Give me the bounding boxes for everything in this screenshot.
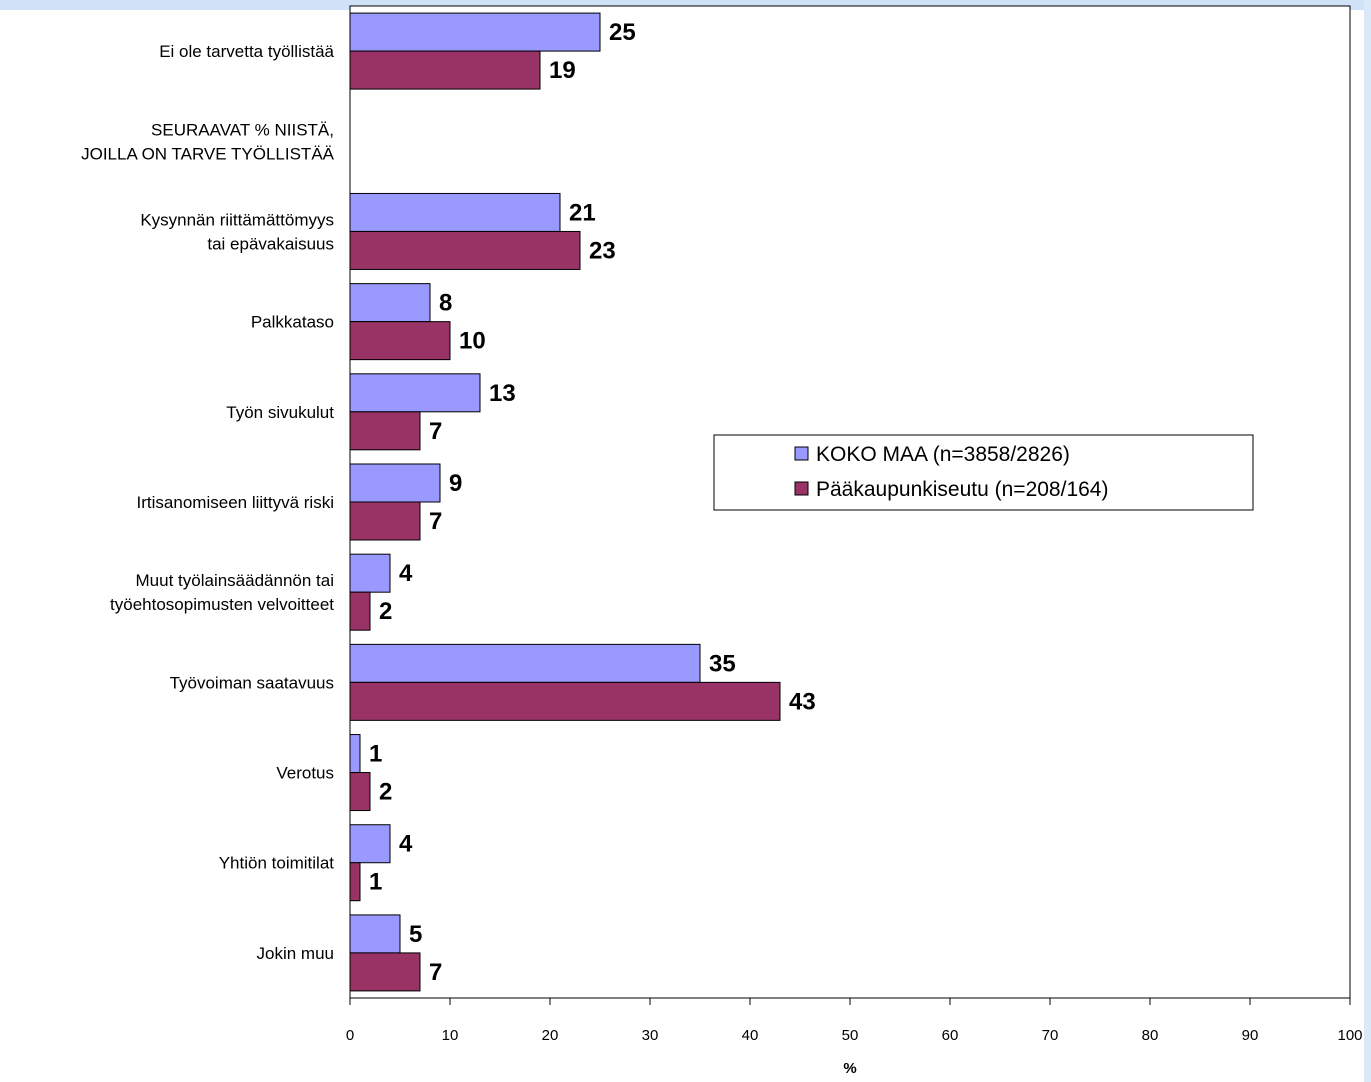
category-label: SEURAAVAT % NIISTÄ, [151,120,334,139]
data-label-series-2: 7 [429,959,442,986]
data-label-series-1: 21 [569,199,596,226]
category-label: Yhtiön toimitilat [219,854,335,873]
bar-series-2 [349,862,361,902]
x-tick-label: 100 [1337,1027,1362,1044]
data-label-series-2: 19 [549,57,576,84]
bar-series-1 [349,734,361,774]
x-tick-label: 50 [842,1027,859,1044]
top-edge-gradient [0,0,1371,10]
x-tick-label: 90 [1242,1027,1259,1044]
x-tick-label: 80 [1142,1027,1159,1044]
right-edge-bar [1364,0,1371,1082]
bar-series-2 [349,772,371,812]
category-label: Verotus [276,764,334,783]
category-label: Työn sivukulut [226,403,334,422]
category-label: Palkkataso [251,313,334,332]
data-label-series-1: 25 [609,19,636,46]
data-label-series-1: 9 [449,470,462,497]
bar-series-2 [349,501,421,541]
x-tick-label: 40 [742,1027,759,1044]
data-label-series-1: 13 [489,380,516,407]
legend-label-series-2: Pääkaupunkiseutu (n=208/164) [816,478,1108,501]
bar-series-1 [349,914,401,954]
bar-series-2 [349,952,421,992]
x-tick-label: 20 [542,1027,559,1044]
bar-series-1 [349,824,391,864]
data-label-series-2: 7 [429,418,442,445]
data-label-series-1: 4 [399,831,413,858]
data-label-series-2: 23 [589,237,616,264]
legend-swatch-series-1 [794,446,809,461]
x-axis-ticks: 0 10 20 30 40 50 60 70 80 90 100 [346,998,1363,1044]
x-tick-label: 0 [346,1027,354,1044]
data-label-series-1: 35 [709,650,736,677]
x-tick-label: 60 [942,1027,959,1044]
bar-series-1 [349,373,481,413]
x-tick-label: 70 [1042,1027,1059,1044]
category-label: työehtosopimusten velvoitteet [110,595,334,614]
legend-label-series-1: KOKO MAA (n=3858/2826) [816,443,1070,466]
category-label: tai epävakaisuus [207,234,334,253]
data-label-series-1: 4 [399,560,413,587]
bar-series-1 [349,643,701,683]
category-label: Ei ole tarvetta työllistää [159,42,334,61]
bar-series-1 [349,283,431,323]
data-label-series-1: 1 [369,741,382,768]
category-label: Jokin muu [257,944,334,963]
bar-series-2 [349,411,421,451]
bar-series-1 [349,192,561,232]
legend: KOKO MAA (n=3858/2826) Pääkaupunkiseutu … [713,434,1254,511]
bar-series-2 [349,591,371,631]
category-label: Irtisanomiseen liittyvä riski [137,493,334,512]
data-label-series-2: 43 [789,688,816,715]
category-label: JOILLA ON TARVE TYÖLLISTÄÄ [81,144,335,163]
category-label: Kysynnän riittämättömyys [140,210,334,229]
bar-series-2 [349,50,541,90]
bar-series-1 [349,12,601,52]
bar-series-2 [349,230,581,270]
bar-series-2 [349,681,781,721]
data-label-series-2: 2 [379,779,392,806]
x-tick-label: 30 [642,1027,659,1044]
category-label: Muut työlainsäädännön tai [136,571,334,590]
bar-series-1 [349,463,441,503]
data-label-series-2: 7 [429,508,442,535]
bar-series-1 [349,553,391,593]
bar-series-2 [349,321,451,361]
legend-swatch-series-2 [794,481,809,496]
category-label: Työvoiman saatavuus [170,673,334,692]
data-label-series-1: 5 [409,921,422,948]
data-label-series-2: 1 [369,869,382,896]
data-label-series-2: 10 [459,328,486,355]
category-labels: Ei ole tarvetta työllistää SEURAAVAT % NI… [81,42,335,963]
data-label-series-2: 2 [379,598,392,625]
data-label-series-1: 8 [439,290,452,317]
x-axis-title: % [843,1060,856,1077]
x-tick-label: 10 [442,1027,459,1044]
